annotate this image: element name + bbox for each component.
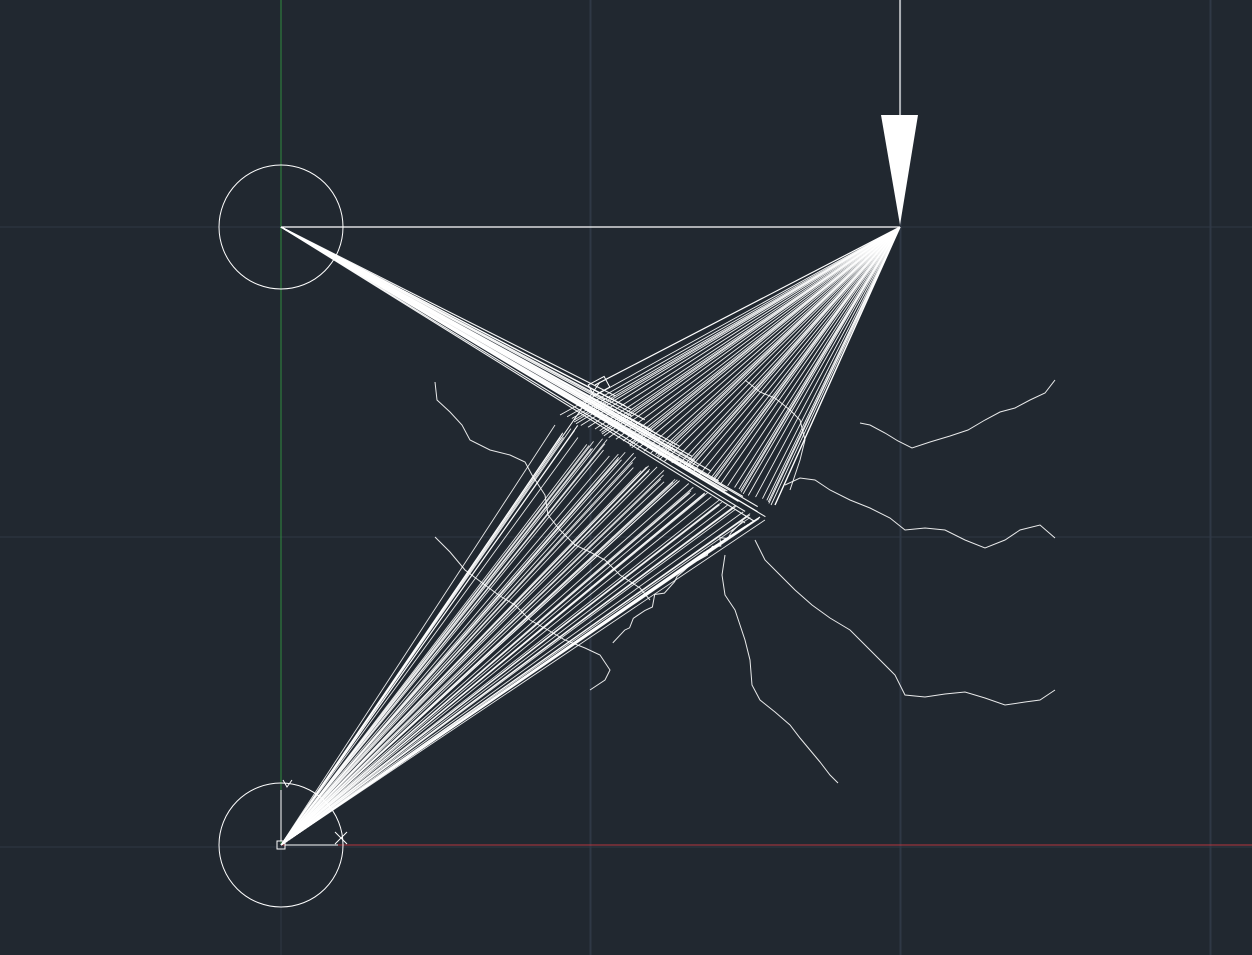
member-line — [280, 478, 676, 846]
member-line — [575, 226, 901, 425]
trace-line — [859, 379, 1056, 449]
member-line — [727, 226, 901, 487]
member-line — [280, 468, 650, 846]
member-fan-top[interactable] — [280, 226, 766, 522]
member-line — [280, 226, 616, 397]
member-line — [280, 504, 728, 846]
member-line — [755, 226, 901, 498]
member-line — [580, 226, 901, 426]
member-line — [608, 226, 901, 438]
member-line — [650, 226, 901, 454]
member-line — [280, 443, 606, 846]
optimization-traces — [434, 379, 1056, 784]
member-line — [280, 226, 711, 472]
member-line — [280, 493, 696, 846]
member-line — [280, 438, 603, 846]
member-line — [280, 441, 594, 846]
member-line — [280, 483, 690, 846]
member-line — [594, 226, 901, 430]
member-line — [594, 226, 901, 386]
member-line — [280, 455, 610, 846]
member-line — [280, 481, 665, 846]
member-line — [280, 499, 721, 846]
member-line — [280, 451, 626, 846]
trace-line — [612, 557, 701, 644]
member-line — [692, 226, 901, 474]
member-line — [280, 515, 748, 846]
member-line — [280, 496, 712, 846]
trace-line — [434, 536, 611, 691]
support-circle-bottom[interactable] — [218, 782, 344, 908]
member-line — [678, 226, 901, 465]
member-line — [280, 519, 766, 846]
member-line — [587, 226, 901, 428]
member-line — [280, 226, 766, 518]
member-line — [659, 226, 901, 460]
member-line — [280, 466, 658, 846]
member-line — [720, 226, 901, 485]
member-line — [280, 492, 690, 846]
member-line — [643, 226, 901, 452]
node-marker — [587, 375, 611, 397]
member-line — [699, 226, 901, 475]
trace-line — [697, 520, 746, 561]
member-line — [714, 226, 901, 483]
trace-line — [721, 554, 839, 784]
member-line — [774, 226, 901, 506]
member-line — [280, 453, 619, 846]
member-line — [280, 511, 744, 846]
ucs-icon — [276, 779, 348, 850]
trace-line — [744, 379, 806, 491]
member-line — [280, 467, 634, 846]
member-line — [636, 226, 901, 450]
member-fan-right[interactable] — [559, 226, 901, 506]
member-line — [280, 465, 649, 846]
member-line — [762, 226, 901, 499]
member-line — [280, 430, 575, 846]
member-line — [671, 226, 901, 464]
member-line — [280, 226, 755, 522]
member-line — [280, 507, 734, 846]
member-line — [280, 449, 604, 846]
member-line — [280, 226, 646, 421]
member-line — [734, 226, 901, 488]
member-line — [280, 226, 746, 512]
member-line — [280, 480, 681, 846]
member-line — [559, 226, 901, 416]
member-line — [280, 381, 601, 846]
member-line — [742, 226, 901, 495]
member-line — [280, 516, 761, 846]
member-line — [280, 226, 759, 508]
member-line — [280, 478, 662, 846]
member-line — [664, 226, 901, 462]
member-line — [631, 226, 901, 449]
member-line — [280, 437, 579, 846]
member-fan-bottom[interactable] — [280, 381, 766, 846]
trace-line — [754, 539, 1056, 706]
member-line — [280, 469, 665, 846]
member-line — [280, 452, 635, 846]
member-line — [622, 226, 901, 442]
member-line — [615, 226, 901, 440]
member-line — [747, 226, 901, 496]
trace-line — [784, 477, 1056, 549]
member-line — [280, 424, 556, 846]
member-line — [687, 226, 901, 472]
member-line — [280, 493, 705, 846]
trace-line — [434, 381, 651, 601]
member-line — [280, 509, 736, 846]
member-line — [280, 462, 633, 846]
member-line — [603, 226, 901, 437]
load-arrow-icon[interactable] — [881, 0, 918, 225]
member-line — [706, 226, 901, 477]
member-line — [566, 226, 901, 418]
member-line — [280, 504, 720, 846]
